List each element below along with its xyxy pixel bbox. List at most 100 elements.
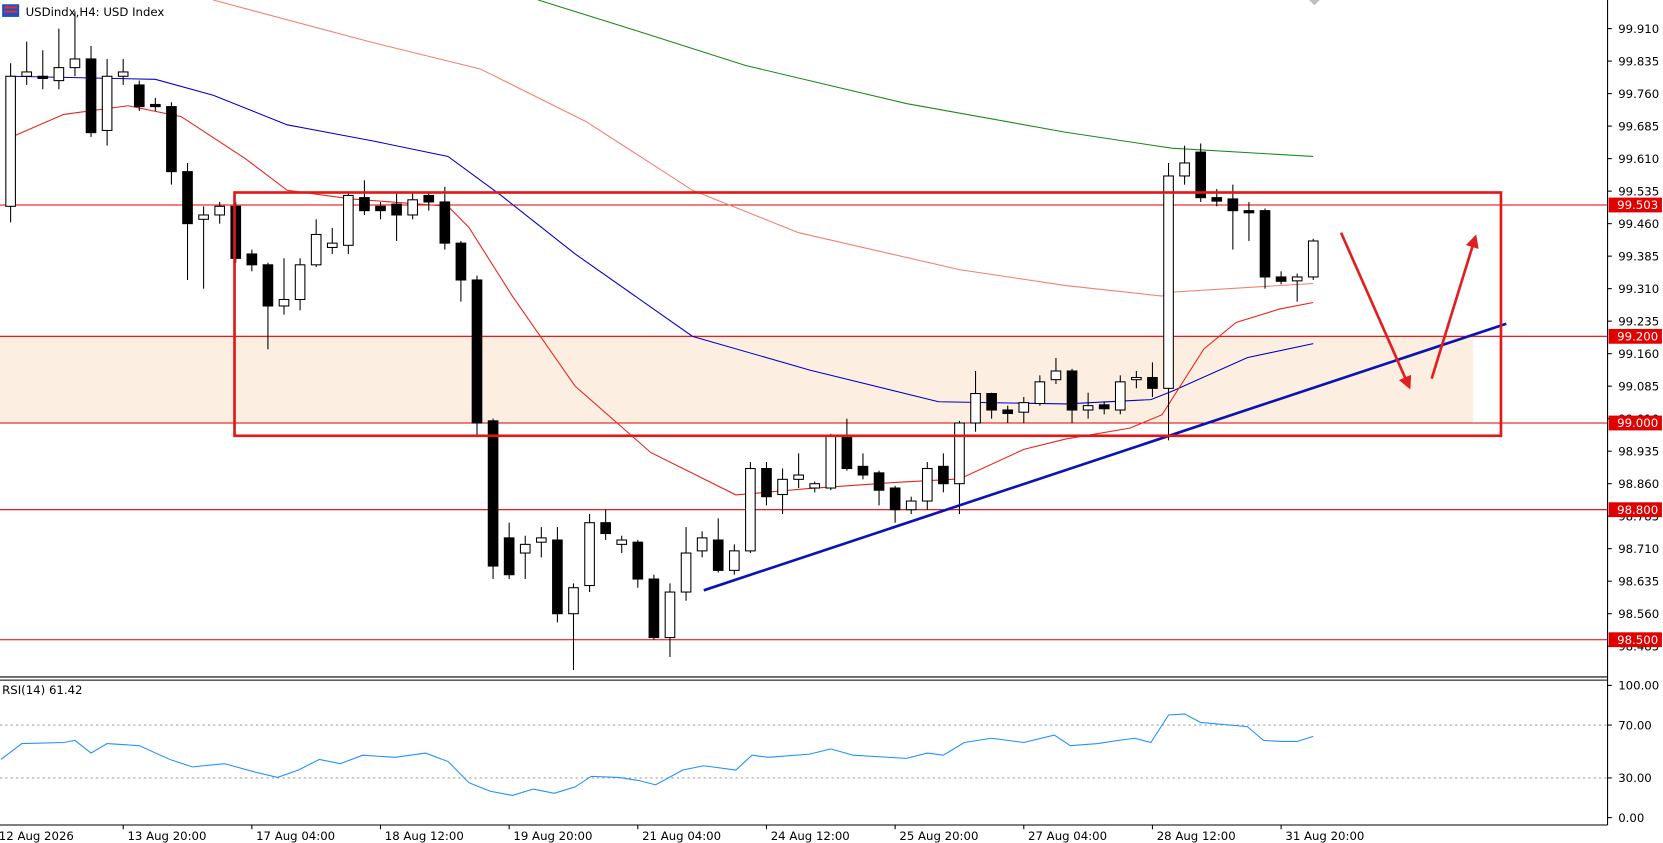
candle-body (1114, 381, 1126, 411)
candle-body (664, 591, 676, 639)
x-tick-label: 19 Aug 20:00 (513, 829, 592, 843)
y-tick-label: 99.310 (1618, 282, 1659, 296)
candle-body (745, 467, 756, 552)
up-arrow (1430, 234, 1479, 380)
y-tick-label: 99.910 (1618, 22, 1659, 36)
candle-body (53, 67, 65, 82)
candle-body (954, 422, 965, 485)
candle-body (857, 465, 869, 476)
candle-body (1050, 370, 1062, 381)
candle-body (1275, 276, 1287, 282)
x-tick-label: 24 Aug 12:00 (771, 829, 850, 843)
chart-title: USDindx,H4: USD Index (26, 5, 165, 19)
candle-body (986, 393, 997, 411)
price-level-tag (1608, 632, 1662, 648)
candle-body (1082, 405, 1094, 411)
candle-body (600, 522, 611, 535)
candle-body (1131, 376, 1142, 381)
candle-body (921, 467, 933, 502)
candle-body (5, 75, 16, 207)
candle-body (278, 298, 290, 307)
rsi-label: RSI(14) 61.42 (2, 683, 82, 697)
candle-body (198, 214, 209, 220)
candle-body (117, 71, 129, 77)
x-tick-label: 12 Aug 2026 (0, 829, 74, 843)
candle-body (1259, 210, 1271, 278)
candle-body (712, 539, 724, 571)
candle-body (1243, 210, 1255, 214)
y-tick-label: 99.385 (1618, 249, 1659, 263)
rsi-name: RSI(14) (2, 683, 45, 697)
candle-body (310, 233, 322, 266)
marker (1309, 0, 1320, 6)
candle-body (938, 465, 949, 485)
y-tick-label: 99.235 (1618, 314, 1659, 328)
candle-body (632, 541, 644, 580)
candle-body (1098, 404, 1110, 410)
candle-body (133, 84, 145, 108)
candle-body (1018, 402, 1030, 413)
x-tick-label: 25 Aug 20:00 (899, 829, 978, 843)
price-level-tag (1608, 415, 1662, 431)
x-tick-label: 28 Aug 12:00 (1157, 829, 1236, 843)
y-tick-label: 99.610 (1618, 152, 1659, 166)
x-tick-label: 13 Aug 20:00 (127, 829, 206, 843)
x-tick-label: 27 Aug 04:00 (1028, 829, 1107, 843)
support-zone (0, 336, 1474, 424)
candle-body (1179, 162, 1190, 177)
candle-body (873, 472, 885, 491)
x-tick-label: 17 Aug 04:00 (256, 829, 335, 843)
candle-body (1195, 151, 1207, 199)
price-level-label: 99.503 (1617, 198, 1658, 212)
candle-body (375, 205, 386, 212)
price-level-tag (1608, 197, 1662, 213)
candle-body (1147, 376, 1158, 389)
candle-body (69, 58, 81, 69)
candle-body (182, 171, 193, 225)
candle-body (761, 467, 772, 498)
range-box (233, 191, 1503, 438)
y-tick-label: 98.935 (1618, 444, 1659, 458)
y-tick-label: 99.085 (1618, 379, 1659, 393)
candle-body (970, 393, 981, 424)
y-tick-label: 98.635 (1618, 574, 1659, 588)
price-level-label: 99.000 (1617, 416, 1658, 430)
candle-body (1211, 197, 1223, 202)
x-tick-label: 31 Aug 20:00 (1285, 829, 1364, 843)
candle-body (1002, 409, 1014, 415)
candle-body (889, 487, 901, 511)
candle-body (423, 194, 435, 203)
candle-body (648, 578, 660, 639)
price-level-label: 98.800 (1617, 503, 1658, 517)
symbol-icon (2, 4, 20, 17)
rsi-y-tick-label: 30.00 (1618, 771, 1652, 785)
rsi-line (0, 713, 1314, 796)
candle-body (37, 75, 49, 79)
candle-body (584, 522, 595, 587)
y-tick-label: 99.835 (1618, 54, 1659, 68)
price-level-tag (1608, 328, 1662, 344)
candle-body (21, 71, 33, 77)
rsi-last-value: 61.42 (49, 683, 83, 697)
candle-body (680, 552, 692, 593)
y-tick-label: 98.710 (1618, 542, 1659, 556)
candle-body (1066, 370, 1078, 411)
price-level-label: 98.500 (1617, 633, 1658, 647)
y-tick-label: 99.535 (1618, 184, 1659, 198)
candle-body (1163, 175, 1174, 389)
candle-body (616, 539, 628, 545)
candle-body (568, 587, 579, 615)
price-level-tag (1608, 502, 1662, 518)
rsi-y-tick-label: 0.00 (1618, 811, 1644, 825)
moving-average (537, 0, 1314, 157)
candle-body (841, 435, 853, 470)
candle-body (503, 537, 515, 576)
candle-body (535, 537, 547, 543)
candle-body (359, 197, 370, 212)
price-level-label: 99.200 (1617, 330, 1658, 344)
candle-body (85, 58, 97, 134)
moving-average (10, 75, 1314, 405)
candle-body (793, 474, 804, 480)
